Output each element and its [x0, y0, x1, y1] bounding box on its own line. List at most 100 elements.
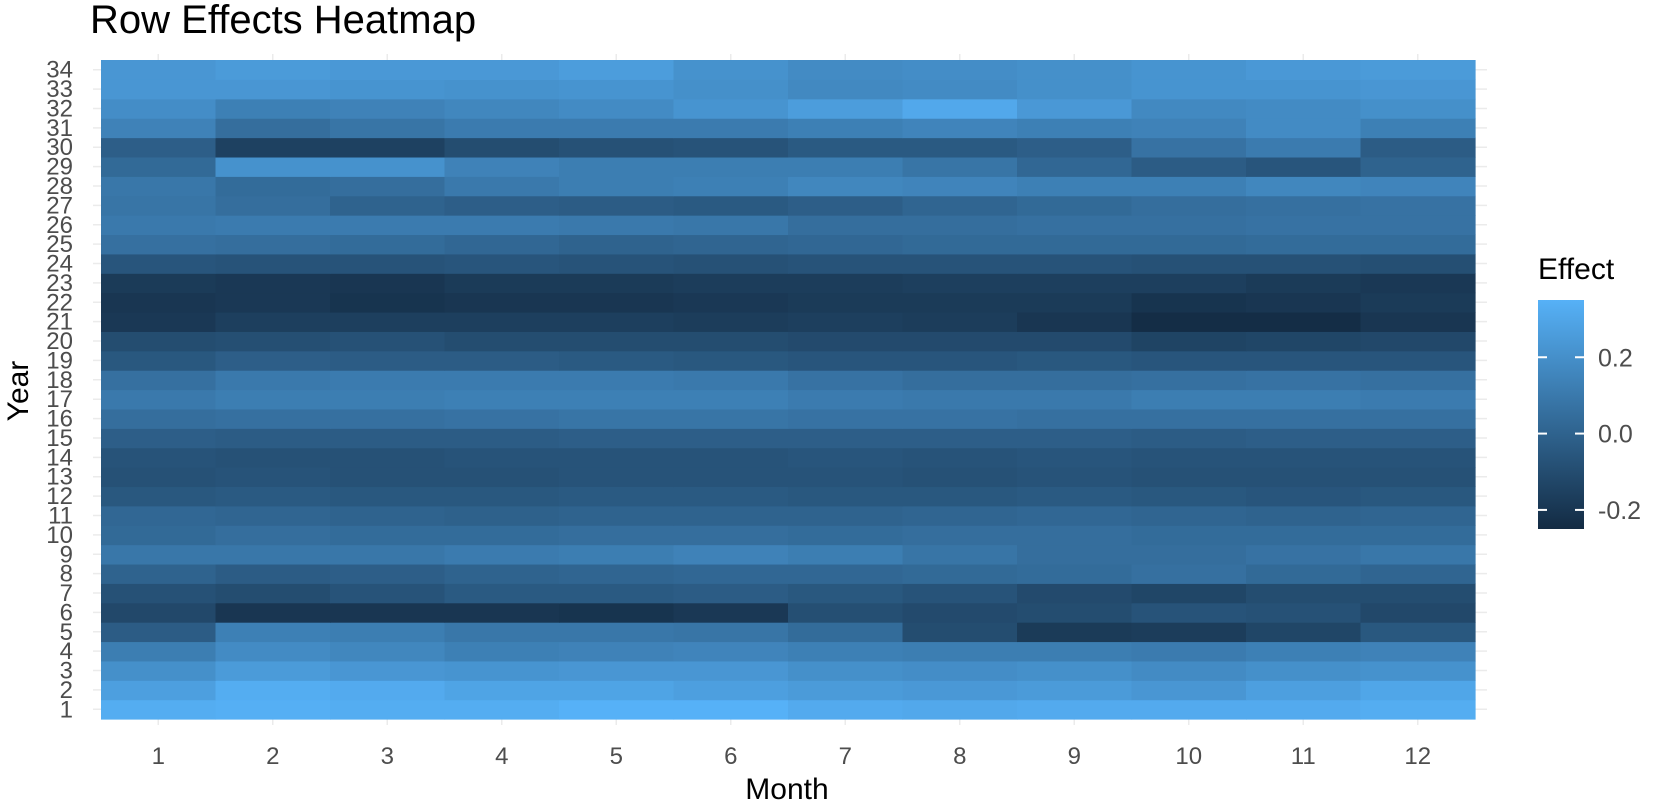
heatmap-cell — [330, 234, 446, 255]
heatmap-cell — [101, 680, 217, 701]
y-axis-ticks: 1234567891011121314151617181920212223242… — [46, 57, 73, 724]
heatmap-cell — [902, 292, 1018, 313]
heatmap-cell — [330, 331, 446, 352]
y-tick-label: 8 — [60, 561, 73, 588]
heatmap-cell — [788, 331, 904, 352]
heatmap-cell — [1246, 234, 1362, 255]
y-tick-label: 24 — [46, 251, 73, 278]
heatmap-cell — [1360, 447, 1476, 468]
heatmap-cell — [101, 79, 217, 100]
heatmap-cell — [1246, 156, 1362, 177]
heatmap-cell — [330, 79, 446, 100]
heatmap-cell — [673, 98, 789, 119]
heatmap-cell — [1131, 563, 1247, 584]
heatmap-cell — [444, 350, 560, 371]
heatmap-cell — [1131, 680, 1247, 701]
heatmap-cell — [330, 98, 446, 119]
heatmap-cell — [1360, 660, 1476, 681]
heatmap-cell — [101, 641, 217, 662]
heatmap-cell — [215, 699, 331, 720]
heatmap-cell — [1246, 273, 1362, 294]
heatmap-cell — [1246, 176, 1362, 197]
heatmap-cell — [1131, 447, 1247, 468]
heatmap-cell — [788, 273, 904, 294]
heatmap-cell — [1017, 486, 1133, 507]
y-tick-label: 10 — [46, 522, 73, 549]
legend-break-label: 0.0 — [1598, 421, 1633, 449]
y-tick-label: 31 — [46, 115, 73, 142]
heatmap-cell — [1017, 622, 1133, 643]
heatmap-cell — [673, 583, 789, 604]
heatmap-cell — [1017, 118, 1133, 139]
heatmap-tiles — [101, 60, 1476, 720]
heatmap-cell — [330, 680, 446, 701]
heatmap-cell — [444, 60, 560, 80]
heatmap-cell — [101, 273, 217, 294]
heatmap-cell — [902, 253, 1018, 274]
heatmap-cell — [444, 505, 560, 526]
heatmap-cell — [330, 641, 446, 662]
heatmap-cell — [902, 331, 1018, 352]
heatmap-cell — [330, 292, 446, 313]
heatmap-cell — [330, 563, 446, 584]
heatmap-cell — [444, 544, 560, 565]
heatmap-cell — [1360, 622, 1476, 643]
y-tick-label: 9 — [60, 541, 73, 568]
heatmap-cell — [215, 447, 331, 468]
heatmap-cell — [1360, 486, 1476, 507]
heatmap-cell — [330, 525, 446, 546]
heatmap-cell — [1246, 622, 1362, 643]
y-tick-label: 7 — [60, 580, 73, 607]
heatmap-cell — [444, 234, 560, 255]
heatmap-cell — [559, 544, 675, 565]
heatmap-cell — [444, 292, 560, 313]
heatmap-cell — [1017, 699, 1133, 720]
heatmap-cell — [788, 60, 904, 80]
heatmap-cell — [444, 680, 560, 701]
heatmap-cell — [673, 60, 789, 80]
heatmap-cell — [673, 389, 789, 410]
heatmap-cell — [673, 447, 789, 468]
heatmap-cell — [1131, 79, 1247, 100]
x-tick-label: 8 — [953, 743, 966, 770]
heatmap-cell — [1131, 660, 1247, 681]
heatmap-cell — [215, 156, 331, 177]
heatmap-cell — [1360, 176, 1476, 197]
heatmap-cell — [444, 447, 560, 468]
heatmap-cell — [1360, 602, 1476, 623]
heatmap-cell — [1131, 699, 1247, 720]
heatmap-cell — [559, 234, 675, 255]
heatmap-cell — [788, 98, 904, 119]
heatmap-cell — [1246, 641, 1362, 662]
y-tick-label: 4 — [60, 638, 73, 665]
heatmap-cell — [902, 641, 1018, 662]
heatmap-cell — [1017, 602, 1133, 623]
x-tick-label: 9 — [1068, 743, 1081, 770]
heatmap-cell — [1017, 467, 1133, 488]
heatmap-cell — [1246, 98, 1362, 119]
heatmap-cell — [101, 234, 217, 255]
heatmap-cell — [330, 370, 446, 391]
heatmap-cell — [1246, 215, 1362, 236]
heatmap-cell — [788, 660, 904, 681]
heatmap-cell — [215, 176, 331, 197]
heatmap-cell — [444, 311, 560, 332]
color-legend: Effect -0.2 0.0 0.2 — [1538, 253, 1641, 529]
heatmap-cell — [330, 428, 446, 449]
heatmap-cell — [1017, 234, 1133, 255]
heatmap-cell — [101, 622, 217, 643]
heatmap-cell — [902, 583, 1018, 604]
y-tick-label: 3 — [60, 658, 73, 685]
heatmap-cell — [902, 408, 1018, 429]
heatmap-cell — [444, 98, 560, 119]
heatmap-cell — [1017, 253, 1133, 274]
x-tick-label: 7 — [839, 743, 852, 770]
heatmap-cell — [1360, 505, 1476, 526]
heatmap-cell — [444, 331, 560, 352]
heatmap-cell — [101, 447, 217, 468]
heatmap-cell — [1131, 467, 1247, 488]
heatmap-cell — [673, 331, 789, 352]
heatmap-cell — [559, 350, 675, 371]
heatmap-cell — [215, 137, 331, 158]
